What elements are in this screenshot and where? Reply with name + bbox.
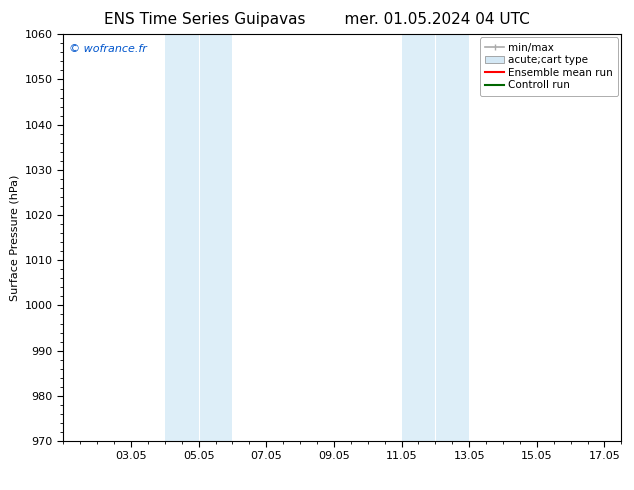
Y-axis label: Surface Pressure (hPa): Surface Pressure (hPa) xyxy=(10,174,19,301)
Text: © wofrance.fr: © wofrance.fr xyxy=(69,45,147,54)
Bar xyxy=(198,34,233,441)
Legend: min/max, acute;cart type, Ensemble mean run, Controll run: min/max, acute;cart type, Ensemble mean … xyxy=(480,37,618,96)
Bar xyxy=(401,34,436,441)
Text: ENS Time Series Guipavas        mer. 01.05.2024 04 UTC: ENS Time Series Guipavas mer. 01.05.2024… xyxy=(104,12,530,27)
Bar xyxy=(436,34,469,441)
Bar xyxy=(165,34,198,441)
